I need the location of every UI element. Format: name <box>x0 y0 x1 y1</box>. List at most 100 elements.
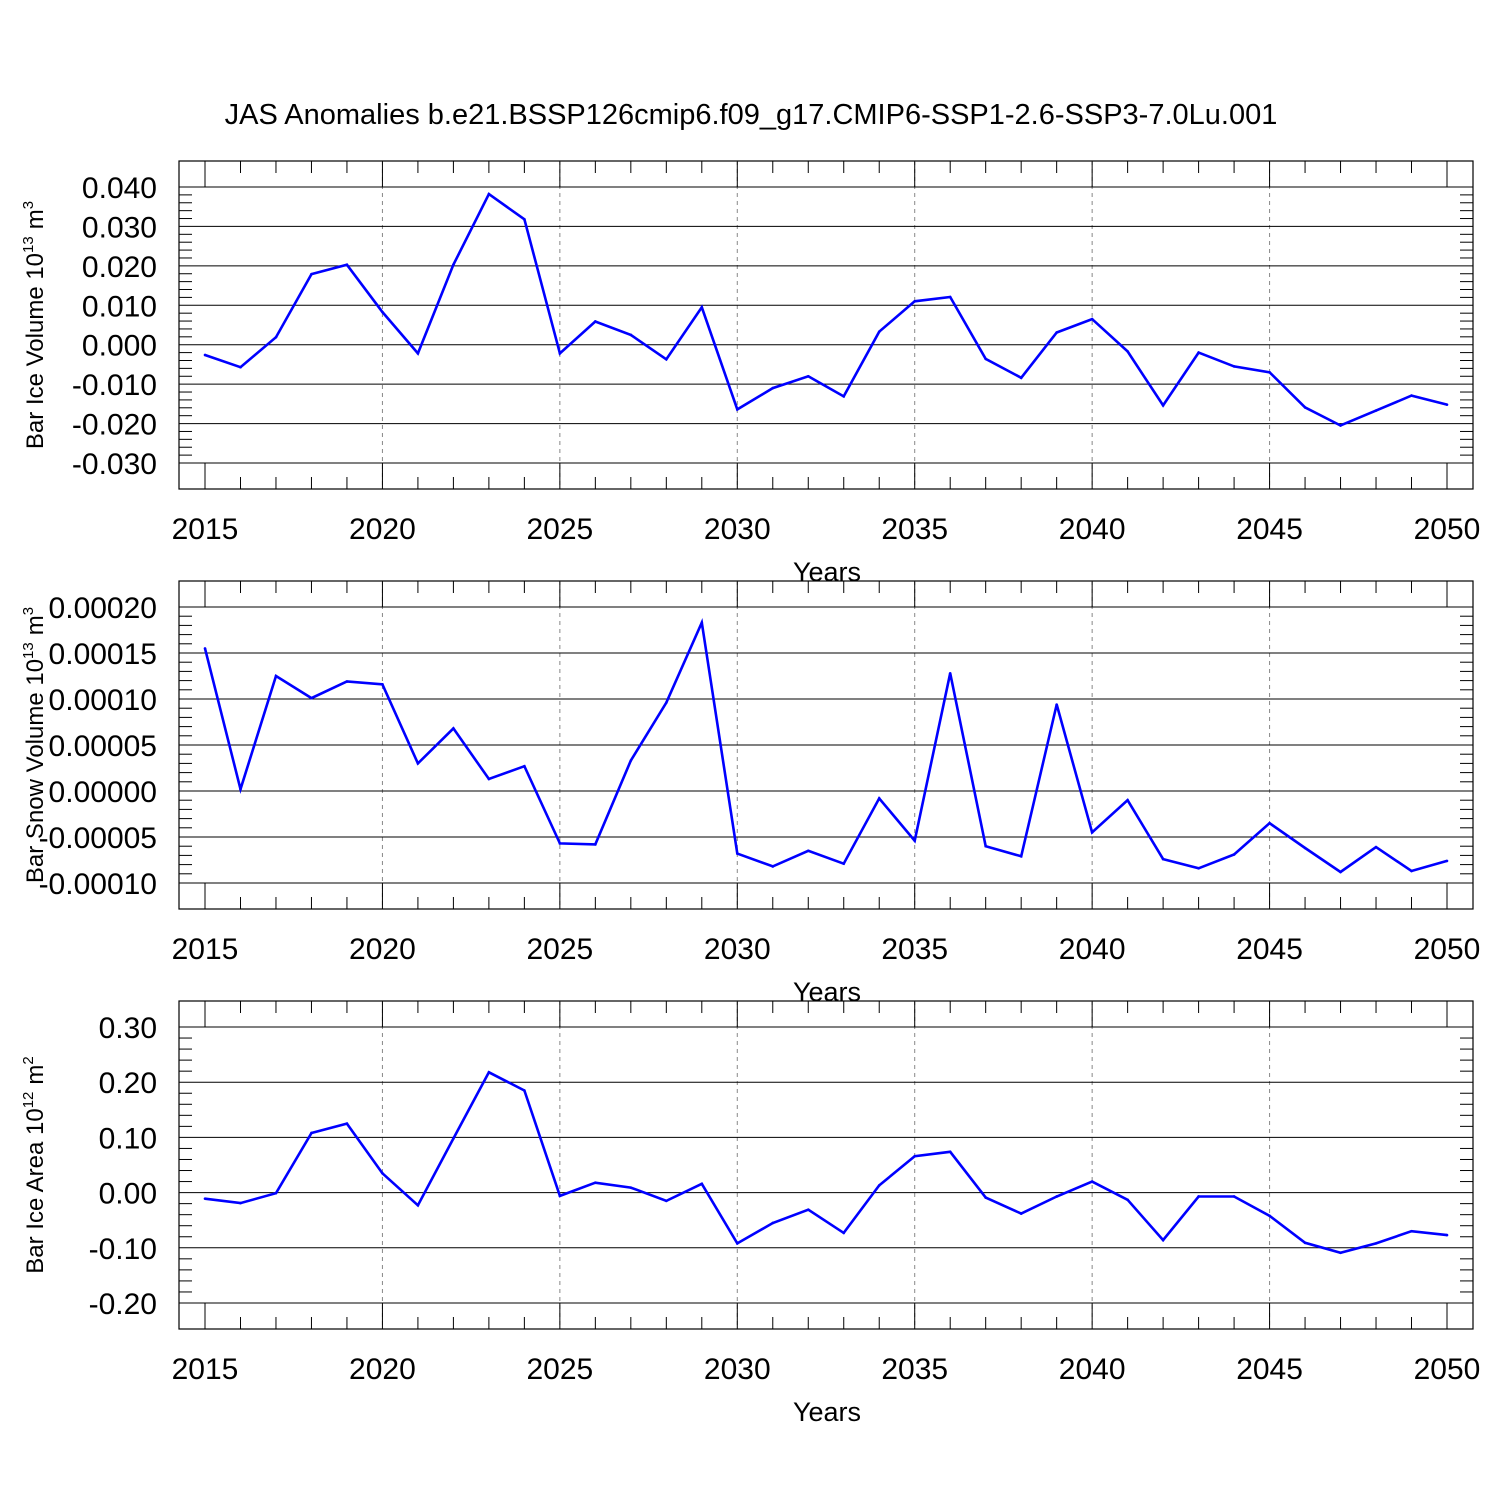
y-tick-label: 0.20 <box>99 1067 157 1100</box>
data-point <box>1161 1238 1165 1242</box>
x-tick-label: 2030 <box>704 1353 771 1386</box>
data-point <box>1055 1195 1058 1198</box>
data-point <box>558 1194 562 1198</box>
data-point <box>1197 866 1200 870</box>
y-tick-label: -0.010 <box>72 369 157 402</box>
data-point <box>1090 831 1094 834</box>
data-point <box>771 865 775 868</box>
plot-frame <box>178 160 1474 490</box>
data-point <box>1374 409 1378 412</box>
data-point <box>665 1199 668 1203</box>
data-point <box>735 1242 739 1245</box>
y-tick-label: 0.00000 <box>49 776 157 809</box>
x-tick-label: 2025 <box>526 513 593 546</box>
x-tick-label: 2030 <box>704 933 771 966</box>
data-point <box>1268 821 1271 825</box>
y-tick-label: 0.30 <box>99 1012 157 1045</box>
y-axis-label-unit-exponent: 2 <box>20 1056 37 1064</box>
x-tick-label: 2050 <box>1414 513 1481 546</box>
data-point <box>594 320 597 323</box>
x-tick-label: 2040 <box>1059 1353 1126 1386</box>
data-point <box>1126 1198 1129 1202</box>
x-axis-label: Years <box>793 977 861 1007</box>
x-axis-label: Years <box>793 1397 861 1427</box>
x-tick-label: 2025 <box>526 933 593 966</box>
data-point <box>842 1231 846 1235</box>
data-point <box>523 218 526 221</box>
data-point <box>842 862 846 865</box>
data-point <box>984 844 987 848</box>
series-line <box>204 1070 1448 1255</box>
data-point <box>1339 870 1342 874</box>
data-point <box>310 696 313 700</box>
data-point <box>487 192 491 196</box>
data-point <box>487 1070 491 1074</box>
y-tick-label: 0.00 <box>99 1178 157 1211</box>
data-point <box>1090 317 1094 321</box>
data-point <box>1339 424 1342 427</box>
y-axis-label: Bar Ice Volume 1013 m3 <box>20 201 49 449</box>
data-point <box>806 374 810 378</box>
data-point <box>1410 1229 1413 1233</box>
y-axis-label-main: Bar Ice Area 10 <box>22 1108 49 1273</box>
data-point <box>948 671 952 675</box>
data-point <box>452 727 455 730</box>
x-tick-label: 2015 <box>172 513 239 546</box>
plot-frame <box>178 1000 1474 1330</box>
data-point <box>771 1221 775 1225</box>
data-point <box>771 386 775 390</box>
data-point <box>1161 857 1165 861</box>
data-point <box>1232 365 1236 368</box>
x-tick-label: 2015 <box>172 1353 239 1386</box>
y-axis-label-unit: m <box>22 615 49 635</box>
data-point <box>239 365 242 369</box>
data-point <box>558 842 562 845</box>
x-tick-label: 2045 <box>1236 933 1303 966</box>
data-point <box>984 1196 987 1199</box>
data-point <box>735 852 739 855</box>
data-point <box>948 295 952 299</box>
data-point <box>274 335 278 339</box>
data-point <box>984 357 987 361</box>
data-point <box>700 621 704 624</box>
x-tick-label: 2045 <box>1236 1353 1303 1386</box>
data-point <box>345 680 349 683</box>
data-point <box>1268 1214 1271 1218</box>
data-point <box>381 310 384 314</box>
data-point <box>274 1191 278 1195</box>
data-point <box>274 674 278 678</box>
x-tick-label: 2045 <box>1236 513 1303 546</box>
data-point <box>594 843 597 846</box>
y-axis-label-main: Bar Ice Volume 10 <box>22 253 49 449</box>
x-tick-label: 2020 <box>349 1353 416 1386</box>
data-point <box>1126 798 1129 802</box>
y-tick-label: 0.000 <box>82 330 157 363</box>
y-axis-label: Bar Ice Area 1012 m2 <box>20 1056 49 1273</box>
data-point <box>913 839 917 842</box>
y-tick-label: -0.00010 <box>39 868 157 901</box>
y-tick-label: -0.020 <box>72 409 157 442</box>
x-tick-label: 2025 <box>526 1353 593 1386</box>
x-tick-label: 2035 <box>881 513 948 546</box>
y-tick-label: 0.040 <box>82 172 157 205</box>
figure-title: JAS Anomalies b.e21.BSSP126cmip6.f09_g17… <box>225 99 1278 131</box>
data-point <box>629 759 633 762</box>
data-point <box>1090 1180 1094 1183</box>
data-point <box>806 849 810 853</box>
x-tick-label: 2020 <box>349 933 416 966</box>
data-point <box>629 333 633 337</box>
data-point <box>416 352 420 355</box>
y-axis-label-exponent: 13 <box>20 642 37 659</box>
y-tick-label: 0.030 <box>82 211 157 244</box>
data-point <box>877 330 881 334</box>
data-point <box>1303 406 1307 409</box>
data-point <box>877 797 881 800</box>
data-point <box>381 1171 384 1175</box>
x-axis-label: Years <box>793 557 861 587</box>
data-point <box>665 701 668 704</box>
data-point <box>239 787 242 791</box>
data-point <box>735 408 739 411</box>
data-point <box>1126 350 1129 353</box>
x-tick-label: 2015 <box>172 933 239 966</box>
y-tick-label: 0.020 <box>82 251 157 284</box>
